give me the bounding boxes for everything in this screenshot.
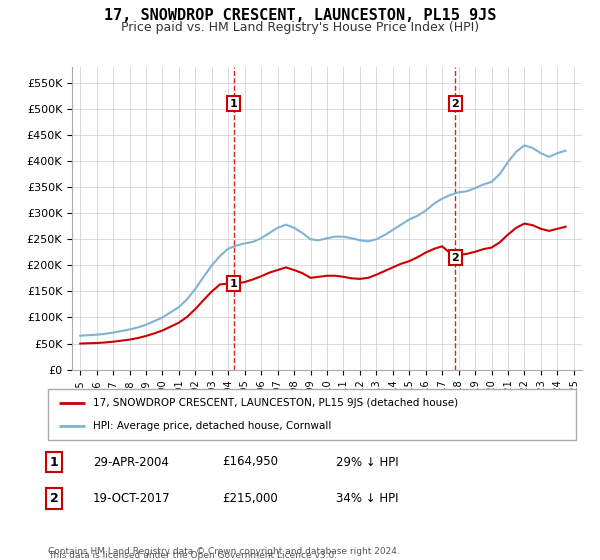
- Text: 2: 2: [451, 99, 459, 109]
- Text: 34% ↓ HPI: 34% ↓ HPI: [336, 492, 398, 505]
- Text: 2: 2: [451, 253, 459, 263]
- Text: 1: 1: [230, 99, 238, 109]
- Text: 17, SNOWDROP CRESCENT, LAUNCESTON, PL15 9JS (detached house): 17, SNOWDROP CRESCENT, LAUNCESTON, PL15 …: [93, 398, 458, 408]
- Text: 29-APR-2004: 29-APR-2004: [93, 455, 169, 469]
- Text: Price paid vs. HM Land Registry's House Price Index (HPI): Price paid vs. HM Land Registry's House …: [121, 21, 479, 34]
- Text: 1: 1: [230, 278, 238, 288]
- Text: 19-OCT-2017: 19-OCT-2017: [93, 492, 170, 505]
- Text: £215,000: £215,000: [222, 492, 278, 505]
- Text: £164,950: £164,950: [222, 455, 278, 469]
- Text: 29% ↓ HPI: 29% ↓ HPI: [336, 455, 398, 469]
- Text: Contains HM Land Registry data © Crown copyright and database right 2024.: Contains HM Land Registry data © Crown c…: [48, 547, 400, 556]
- Text: HPI: Average price, detached house, Cornwall: HPI: Average price, detached house, Corn…: [93, 421, 331, 431]
- Text: 17, SNOWDROP CRESCENT, LAUNCESTON, PL15 9JS: 17, SNOWDROP CRESCENT, LAUNCESTON, PL15 …: [104, 8, 496, 24]
- Text: 2: 2: [50, 492, 58, 505]
- Text: This data is licensed under the Open Government Licence v3.0.: This data is licensed under the Open Gov…: [48, 551, 337, 560]
- Text: 1: 1: [50, 455, 58, 469]
- FancyBboxPatch shape: [48, 389, 576, 440]
